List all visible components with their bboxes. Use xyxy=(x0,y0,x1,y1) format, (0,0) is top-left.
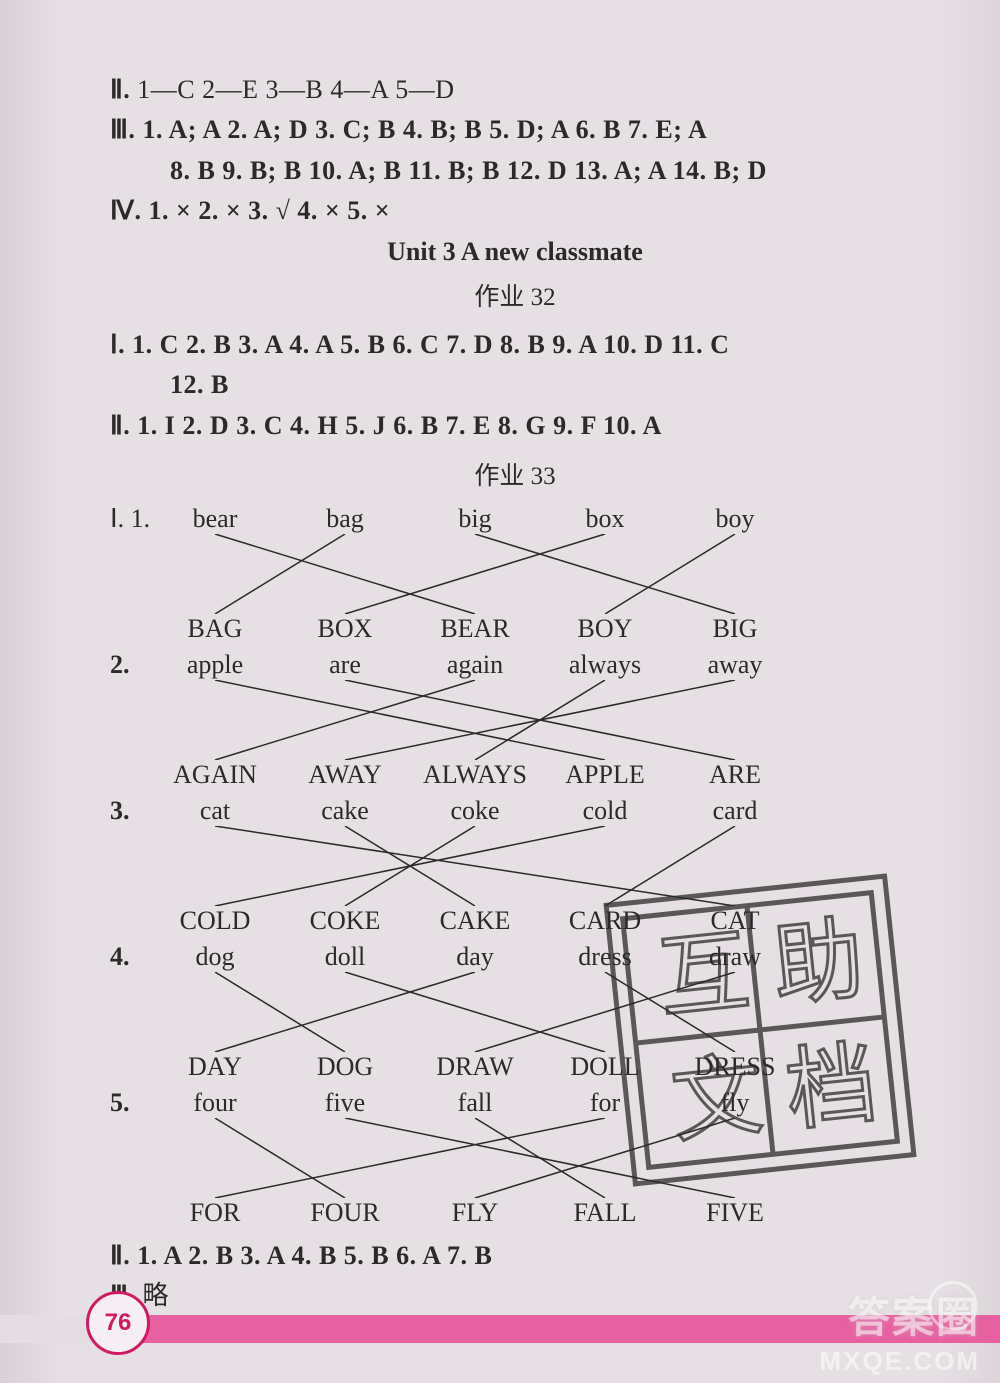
end-line1: Ⅱ. 1. A 2. B 3. A 4. B 5. B 6. A 7. B xyxy=(110,1236,920,1276)
match-2-label: 2. xyxy=(110,650,130,680)
match-1-top: bearbagbigboxboy xyxy=(150,504,920,534)
match-word-bot: CAKE xyxy=(410,906,540,936)
match-word-top: again xyxy=(410,650,540,680)
match-word-bot: AWAY xyxy=(280,760,410,790)
stamp-seal: 互 助 文 档 xyxy=(595,865,925,1195)
match-word-bot: BOX xyxy=(280,614,410,644)
roman2: Ⅱ. xyxy=(110,75,130,104)
match-word-top: cold xyxy=(540,796,670,826)
match-2-bot: AGAINAWAYALWAYSAPPLEARE xyxy=(150,760,920,790)
match-1-bot: BAGBOXBEARBOYBIG xyxy=(150,614,920,644)
match-4-label: 4. xyxy=(110,942,130,972)
match-word-top: doll xyxy=(280,942,410,972)
match-word-top: boy xyxy=(670,504,800,534)
match-word-bot: AGAIN xyxy=(150,760,280,790)
match-word-bot: FOR xyxy=(150,1198,280,1228)
roman2-b: Ⅱ. xyxy=(110,411,130,440)
homework-32: 作业 32 xyxy=(110,277,920,313)
match-word-top: day xyxy=(410,942,540,972)
match-word-top: are xyxy=(280,650,410,680)
match-5-bot: FORFOURFLYFALLFIVE xyxy=(150,1198,920,1228)
match-2: 2. appleareagainalwaysaway AGAINAWAYALWA… xyxy=(150,650,920,790)
match-word-bot: FALL xyxy=(540,1198,670,1228)
match-1-label: Ⅰ. 1. xyxy=(110,504,150,534)
match-word-top: box xyxy=(540,504,670,534)
watermark-1: 答案圈 xyxy=(848,1284,980,1345)
match-word-bot: BEAR xyxy=(410,614,540,644)
hw32-l1: 1. C 2. B 3. A 4. A 5. B 6. C 7. D 8. B … xyxy=(132,330,729,359)
match-word-bot: FIVE xyxy=(670,1198,800,1228)
match-word-top: bag xyxy=(280,504,410,534)
match-3-top: catcakecokecoldcard xyxy=(150,796,920,826)
match-word-top: apple xyxy=(150,650,280,680)
match-word-bot: APPLE xyxy=(540,760,670,790)
match-word-bot: DRAW xyxy=(410,1052,540,1082)
match-word-bot: BOY xyxy=(540,614,670,644)
line-roman4: Ⅳ. 1. × 2. × 3. √ 4. × 5. × xyxy=(110,191,920,231)
match-word-top: coke xyxy=(410,796,540,826)
match-word-top: four xyxy=(150,1088,280,1118)
match-5-label: 5. xyxy=(110,1088,130,1118)
match-word-bot: ALWAYS xyxy=(410,760,540,790)
match-word-bot: BIG xyxy=(670,614,800,644)
match-word-bot: COLD xyxy=(150,906,280,936)
svg-text:文: 文 xyxy=(667,1046,767,1154)
end1: 1. A 2. B 3. A 4. B 5. B 6. A 7. B xyxy=(137,1241,492,1270)
svg-text:档: 档 xyxy=(782,1034,882,1142)
match-3-label: 3. xyxy=(110,796,130,826)
page-number: 76 xyxy=(86,1291,150,1355)
page-number-text: 76 xyxy=(86,1291,150,1355)
match-1: Ⅰ. 1. bearbagbigboxboy BAGBOXBEARBOYBIG xyxy=(150,504,920,644)
match-word-top: big xyxy=(410,504,540,534)
match-word-bot: FOUR xyxy=(280,1198,410,1228)
hw32-line1: Ⅰ. 1. C 2. B 3. A 4. A 5. B 6. C 7. D 8.… xyxy=(110,325,920,365)
match-word-top: dog xyxy=(150,942,280,972)
match-2-lines xyxy=(150,680,800,760)
unit-title: Unit 3 A new classmate xyxy=(110,237,920,267)
page: Ⅱ. 1—C 2—E 3—B 4—A 5—D Ⅲ. 1. A; A 2. A; … xyxy=(0,0,1000,1383)
line-roman2: Ⅱ. 1—C 2—E 3—B 4—A 5—D xyxy=(110,70,920,110)
end-line2: Ⅲ. 略 xyxy=(110,1276,920,1316)
roman1-a: Ⅰ. xyxy=(110,330,125,359)
line-roman3-1: Ⅲ. 1. A; A 2. A; D 3. C; B 4. B; B 5. D;… xyxy=(110,110,920,150)
lineC: 1. × 2. × 3. √ 4. × 5. × xyxy=(149,196,391,225)
match-word-top: card xyxy=(670,796,800,826)
match-word-top: cake xyxy=(280,796,410,826)
roman3: Ⅲ. xyxy=(110,115,135,144)
match-word-bot: FLY xyxy=(410,1198,540,1228)
roman2-c: Ⅱ. xyxy=(110,1241,130,1270)
hw32-l1b: 12. B xyxy=(110,365,920,405)
roman4: Ⅳ. xyxy=(110,196,142,225)
match-word-top: bear xyxy=(150,504,280,534)
match-word-top: fall xyxy=(410,1088,540,1118)
match-word-top: five xyxy=(280,1088,410,1118)
lineB2: 8. B 9. B; B 10. A; B 11. B; B 12. D 13.… xyxy=(110,151,920,191)
svg-text:互: 互 xyxy=(654,922,754,1030)
lineB1: 1. A; A 2. A; D 3. C; B 4. B; B 5. D; A … xyxy=(142,115,707,144)
match-word-top: cat xyxy=(150,796,280,826)
match-1-lines xyxy=(150,534,800,614)
match-word-bot: DOG xyxy=(280,1052,410,1082)
match-word-top: always xyxy=(540,650,670,680)
match-word-bot: DAY xyxy=(150,1052,280,1082)
watermark-2: MXQE.COM xyxy=(820,1346,980,1377)
match-word-bot: ARE xyxy=(670,760,800,790)
lineA: 1—C 2—E 3—B 4—A 5—D xyxy=(137,75,454,104)
match-2-top: appleareagainalwaysaway xyxy=(150,650,920,680)
match-word-bot: COKE xyxy=(280,906,410,936)
homework-33: 作业 33 xyxy=(110,456,920,492)
hw32-line2: Ⅱ. 1. I 2. D 3. C 4. H 5. J 6. B 7. E 8.… xyxy=(110,406,920,446)
match-word-top: away xyxy=(670,650,800,680)
match-word-bot: BAG xyxy=(150,614,280,644)
hw32-l2: 1. I 2. D 3. C 4. H 5. J 6. B 7. E 8. G … xyxy=(137,411,662,440)
svg-text:助: 助 xyxy=(768,910,868,1018)
